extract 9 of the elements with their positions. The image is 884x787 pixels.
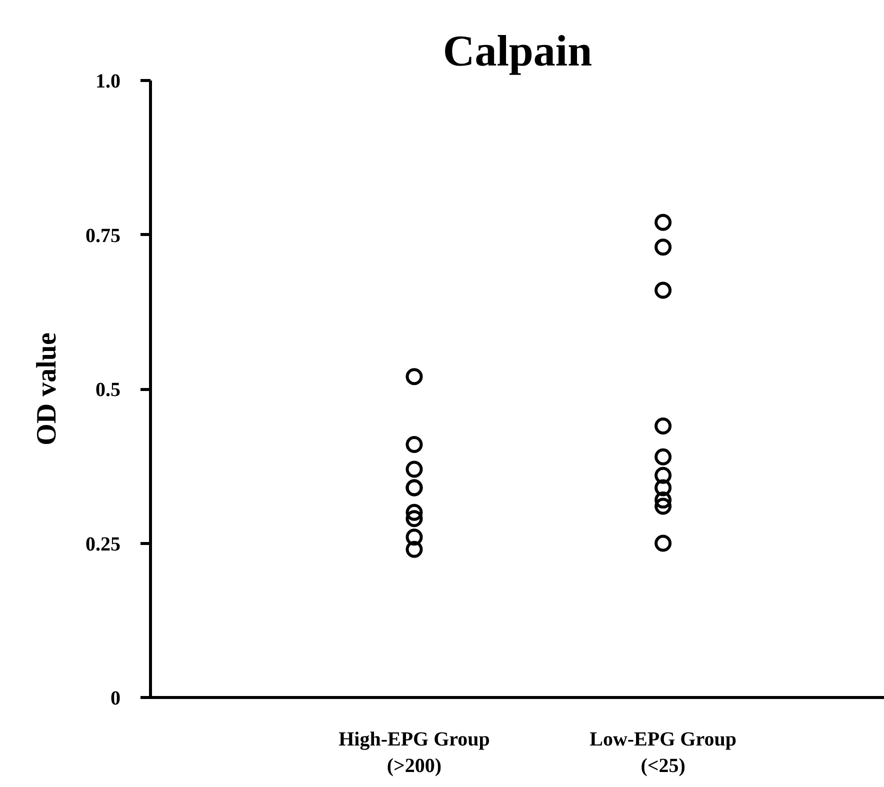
x-tick-label: High-EPG Group (>200) — [338, 728, 490, 777]
y-tick-label: 0.25 — [86, 533, 120, 556]
chart-title: Calpain — [442, 26, 592, 76]
x-tick-label: Low-EPG Group (<25) — [590, 728, 736, 777]
y-tick-label: 0 — [110, 688, 120, 710]
y-tick-label: 0.5 — [96, 379, 120, 401]
y-axis-title: OD value — [32, 332, 62, 446]
y-tick-label: 1.0 — [96, 70, 120, 92]
y-tick-label: 0.75 — [86, 224, 120, 247]
